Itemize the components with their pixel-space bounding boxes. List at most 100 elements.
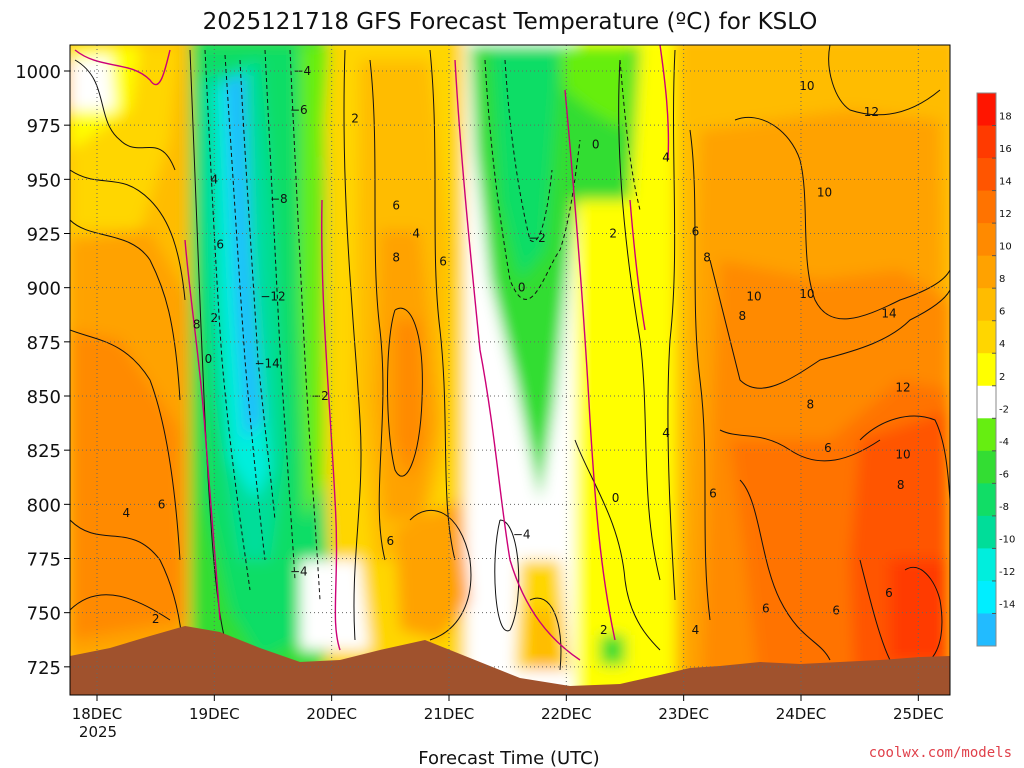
- contour-label: 10: [817, 185, 832, 199]
- contour-label: 0: [612, 491, 620, 505]
- y-tick-label: 800: [27, 495, 61, 516]
- contour-label: −4: [513, 528, 531, 542]
- contour-line: [494, 519, 520, 632]
- y-tick-label: 875: [27, 333, 61, 354]
- contour-line: [70, 329, 181, 561]
- colorbar-swatch: [977, 483, 996, 517]
- y-tick-label: 925: [27, 225, 61, 246]
- colorbar-swatch: [977, 288, 996, 322]
- contour-label: 4: [692, 623, 700, 637]
- contour-label: −8: [270, 192, 288, 206]
- contour-label: 6: [692, 224, 700, 238]
- contour-label: 4: [662, 426, 670, 440]
- colorbar-label: 6: [999, 307, 1005, 318]
- colorbar-swatch: [977, 255, 996, 289]
- contour-line: [70, 594, 171, 621]
- y-axis: 725 750 775 800 825 850 875 900 925 950 975 1000: [15, 62, 70, 679]
- zero-line: [321, 199, 341, 651]
- x-axis: 18DEC 19DEC 20DEC 21DEC 22DEC 23DEC 24DEC 25DEC: [72, 695, 944, 723]
- zero-line: [454, 59, 581, 661]
- contour-label: 8: [738, 309, 746, 323]
- colorbar-swatch: [977, 580, 996, 614]
- contour-line: [667, 49, 676, 601]
- contour-line: [859, 415, 950, 501]
- contour-label: 6: [158, 497, 166, 511]
- y-tick-label: 775: [27, 550, 61, 571]
- contour-label: 4: [412, 227, 420, 241]
- x-tick-label: 25DEC: [893, 705, 944, 723]
- x-tick-label: 21DEC: [424, 705, 475, 723]
- field-mid-hot-core: [395, 320, 425, 480]
- contour-line: [904, 567, 943, 661]
- colorbar-label: 16: [999, 144, 1012, 155]
- terrain: [70, 626, 950, 695]
- contour-line: [618, 59, 661, 581]
- contour-label: 8: [703, 250, 711, 264]
- contour-label: 6: [439, 255, 447, 269]
- colorbar-label: 18: [999, 112, 1012, 123]
- contour-line: [70, 169, 186, 301]
- colorbar-frame: [976, 92, 997, 647]
- contour-label: 6: [832, 604, 840, 618]
- y-tick-label: 750: [27, 604, 61, 625]
- contour-line: [734, 116, 950, 320]
- contour-label: 10: [895, 448, 910, 462]
- contour-label: 6: [386, 534, 394, 548]
- zero-line: [659, 45, 670, 161]
- contour-label: −12: [260, 289, 285, 303]
- contour-lines-dashed: [204, 49, 641, 601]
- colorbar-label: -12: [999, 567, 1015, 578]
- colorbar-label: 14: [999, 177, 1012, 188]
- colorbar-label: -8: [999, 502, 1009, 513]
- contour-label: −4: [290, 565, 308, 579]
- contour-label: 2: [609, 227, 617, 241]
- colorbar-swatch: [977, 93, 996, 127]
- plot-area: 024680264−14−12−8−6−4−4−2628646−40−22020…: [70, 45, 950, 695]
- contour-label: 6: [216, 237, 224, 251]
- grid-lines: [70, 45, 950, 695]
- contour-line: [189, 49, 226, 641]
- contour-line: [369, 59, 386, 561]
- field-right-top: [680, 45, 950, 200]
- plot-frame: [69, 44, 951, 696]
- contour-label: 8: [193, 318, 201, 332]
- y-tick-label: 950: [27, 170, 61, 191]
- field-coldest-streak: [225, 75, 262, 440]
- contour-label: 6: [762, 601, 770, 615]
- x-tick-label: 19DEC: [189, 705, 240, 723]
- zero-line: [184, 239, 221, 621]
- contour-label: 0: [518, 281, 526, 295]
- colorbar-label: 12: [999, 209, 1012, 220]
- colorbar-swatch: [977, 223, 996, 257]
- contour-line: [709, 259, 950, 389]
- x-tick-label: 22DEC: [541, 705, 592, 723]
- colorbar-label: -10: [999, 534, 1015, 545]
- contour-label: 10: [799, 287, 814, 301]
- contour-line-negative: [239, 59, 276, 521]
- contour-label: 8: [392, 250, 400, 264]
- contour-line-negative: [204, 49, 251, 591]
- colorbar-label: 2: [999, 372, 1005, 383]
- contour-line: [74, 59, 176, 171]
- contour-line-negative: [619, 59, 641, 211]
- y-tick-label: 850: [27, 387, 61, 408]
- colorbar-label: -14: [999, 599, 1015, 610]
- contour-label: 6: [824, 441, 832, 455]
- contour-label: 2: [600, 623, 608, 637]
- contour-label: −2: [528, 231, 546, 245]
- colorbar-swatch: [977, 385, 996, 419]
- contour-label: 8: [807, 398, 815, 412]
- colorbar-swatch: [977, 353, 996, 387]
- contour-label: 0: [205, 352, 213, 366]
- contour-label: 4: [122, 506, 130, 520]
- contour-label: 4: [662, 151, 670, 165]
- contour-line: [828, 45, 941, 116]
- field-left-cold: [70, 55, 115, 110]
- contour-line-negative: [289, 49, 321, 601]
- field-trough-surface-core: [528, 610, 560, 670]
- contour-label: 2: [152, 612, 160, 626]
- colorbar-swatch: [977, 190, 996, 224]
- contour-label: 14: [881, 307, 896, 321]
- credit-text: coolwx.com/models: [869, 745, 1012, 761]
- x-tick-label: 24DEC: [776, 705, 827, 723]
